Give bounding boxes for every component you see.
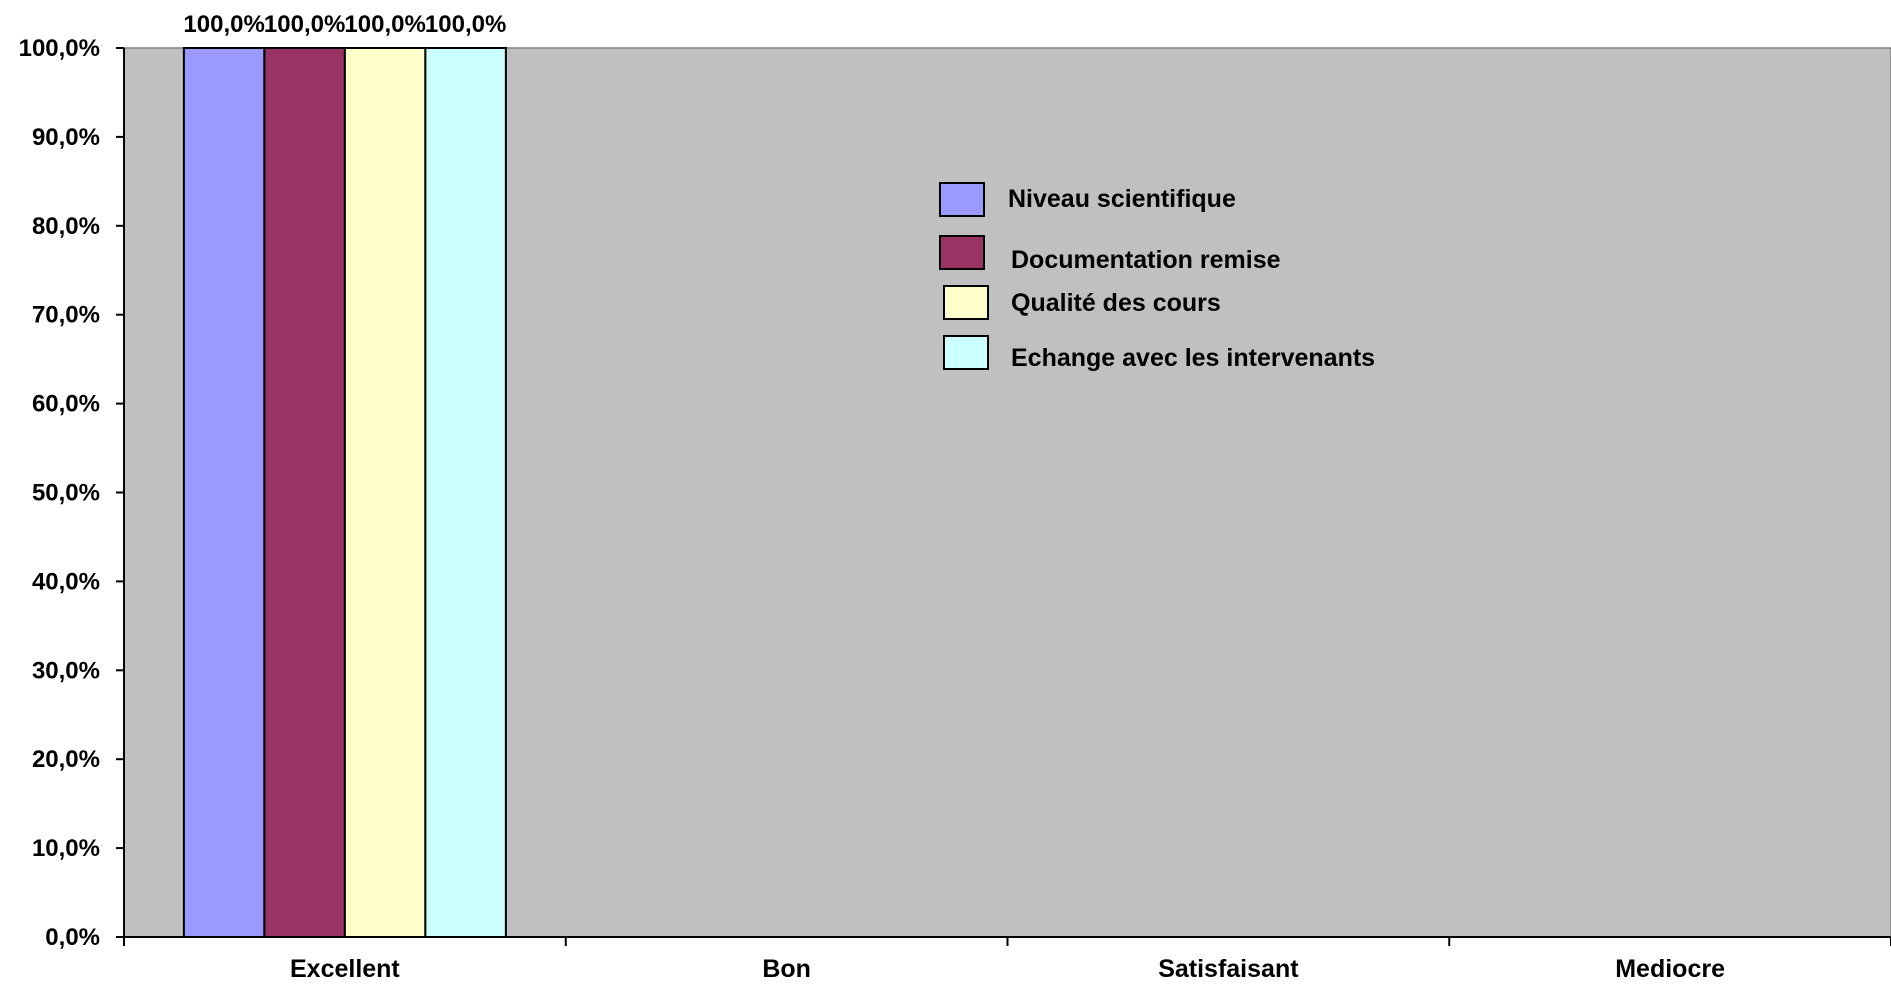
legend-label-series-1: Niveau scientifique <box>1008 185 1236 213</box>
y-tick-label: 40,0% <box>32 568 100 595</box>
bar-excellent-series-2 <box>263 47 346 938</box>
y-tick-labels: 0,0% 10,0% 20,0% 30,0% 40,0% 50,0% 60,0% 70,0% 8… <box>19 35 100 951</box>
y-tick-label: 60,0% <box>32 391 100 418</box>
y-tick-label: 100,0% <box>19 35 100 62</box>
data-label-excellent-series-3: 100,0% <box>344 11 425 38</box>
bars-group <box>182 47 507 938</box>
legend-swatch-series-1 <box>939 182 985 217</box>
legend-label-series-2: Documentation remise <box>1011 246 1281 274</box>
legend: Niveau scientifique Documentation remise Q… <box>939 182 1375 372</box>
legend-swatch-series-4 <box>943 335 989 370</box>
y-tick-label: 90,0% <box>32 124 100 151</box>
x-category-label: Satisfaisant <box>1158 955 1299 980</box>
y-tick-label: 50,0% <box>32 480 100 507</box>
y-tick-label: 30,0% <box>32 657 100 684</box>
x-category-label: Excellent <box>290 955 400 980</box>
data-label-excellent-series-2: 100,0% <box>264 11 345 38</box>
y-tick-label: 0,0% <box>45 924 100 951</box>
legend-swatch-series-3 <box>943 285 989 320</box>
bar-excellent-series-4 <box>424 47 507 938</box>
legend-label-series-3: Qualité des cours <box>1011 289 1221 317</box>
category-labels: Excellent Bon Satisfaisant Mediocre <box>290 955 1725 983</box>
y-tick-label: 20,0% <box>32 746 100 773</box>
y-tick-label: 10,0% <box>32 835 100 862</box>
data-label-excellent-series-1: 100,0% <box>183 11 264 38</box>
y-tick-label: 70,0% <box>32 302 100 329</box>
data-labels: 100,0% 100,0% 100,0% 100,0% <box>183 11 506 38</box>
legend-swatch-series-2 <box>939 235 985 270</box>
legend-label-series-4: Echange avec les intervenants <box>1011 344 1375 372</box>
x-category-label: Bon <box>762 955 811 980</box>
y-tick-label: 80,0% <box>32 213 100 240</box>
x-category-label: Mediocre <box>1615 955 1725 980</box>
data-label-excellent-series-4: 100,0% <box>425 11 506 38</box>
bar-excellent-series-3 <box>343 47 427 938</box>
bar-excellent-series-1 <box>182 47 266 938</box>
axes-group <box>116 47 1891 946</box>
